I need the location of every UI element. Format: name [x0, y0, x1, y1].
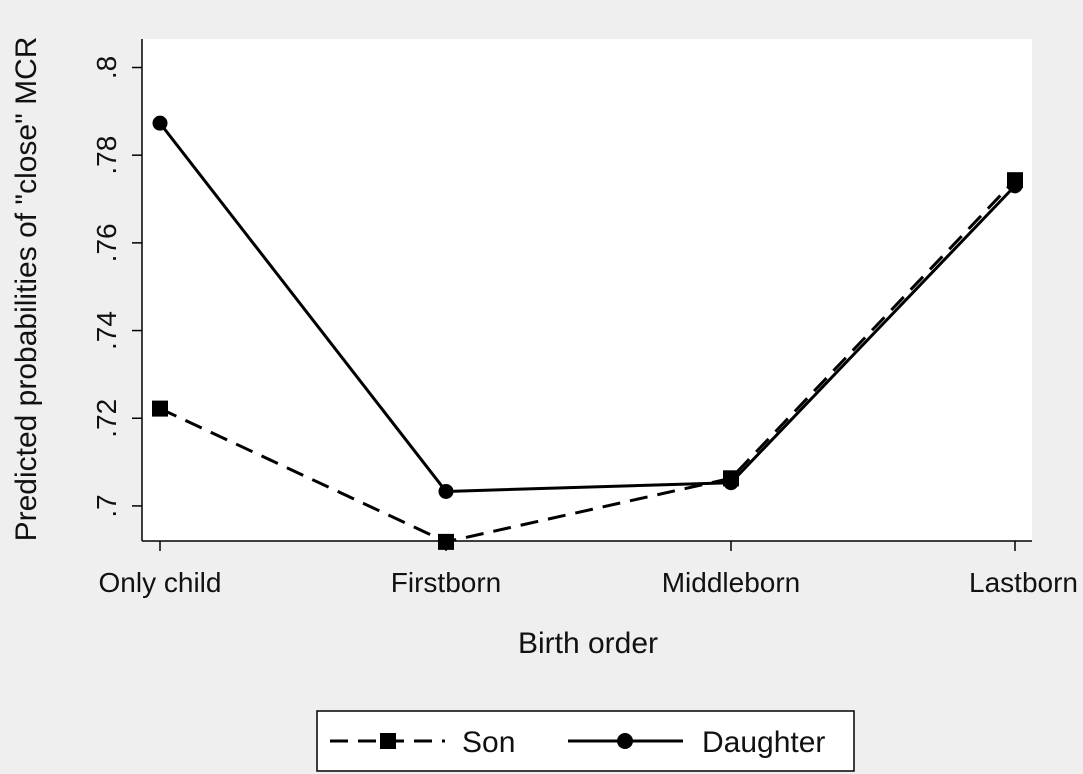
x-tick-label: Middleborn — [662, 567, 801, 598]
y-tick-label: .76 — [91, 223, 122, 262]
x-tick-label: Lastborn — [969, 567, 1078, 598]
data-point-daughter — [723, 475, 739, 491]
data-point-son — [438, 533, 454, 550]
legend-daughter-label: Daughter — [702, 726, 825, 759]
legend-son-marker — [380, 733, 396, 749]
y-tick-label: .78 — [91, 136, 122, 175]
series-line-son — [159, 179, 1017, 544]
data-point-daughter — [1007, 178, 1023, 194]
plot-background — [142, 39, 1032, 541]
x-tick-label: Only child — [99, 567, 222, 598]
legend: Son Daughter — [316, 710, 855, 772]
data-point-son — [152, 400, 168, 417]
x-axis-title: Birth order — [518, 627, 658, 660]
y-tick-label: .72 — [91, 399, 122, 438]
x-tick-label: Firstborn — [391, 567, 501, 598]
y-tick-label: .74 — [91, 311, 122, 350]
y-axis-title: Predicted probabilities of "close" MCR — [10, 37, 43, 542]
series-layer — [152, 115, 1023, 550]
data-point-daughter — [152, 115, 168, 131]
y-tick-label: .8 — [91, 56, 122, 79]
legend-son-label: Son — [462, 726, 515, 759]
series-line-daughter — [158, 122, 1017, 493]
legend-daughter-marker — [617, 733, 633, 749]
x-axis-ticks: Only child Firstborn Middleborn Lastborn — [99, 541, 1078, 598]
y-tick-label: .7 — [91, 494, 122, 517]
y-axis-ticks: .7 .72 .74 .76 .78 .8 — [91, 56, 142, 518]
data-point-daughter — [438, 483, 454, 499]
